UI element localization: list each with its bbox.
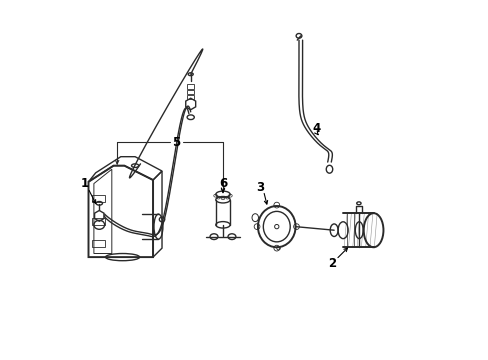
- Text: 4: 4: [311, 122, 320, 135]
- Text: 1: 1: [81, 177, 89, 190]
- Text: 6: 6: [219, 177, 226, 190]
- Text: 2: 2: [327, 257, 336, 270]
- Text: 3: 3: [256, 181, 264, 194]
- Text: 5: 5: [172, 136, 180, 149]
